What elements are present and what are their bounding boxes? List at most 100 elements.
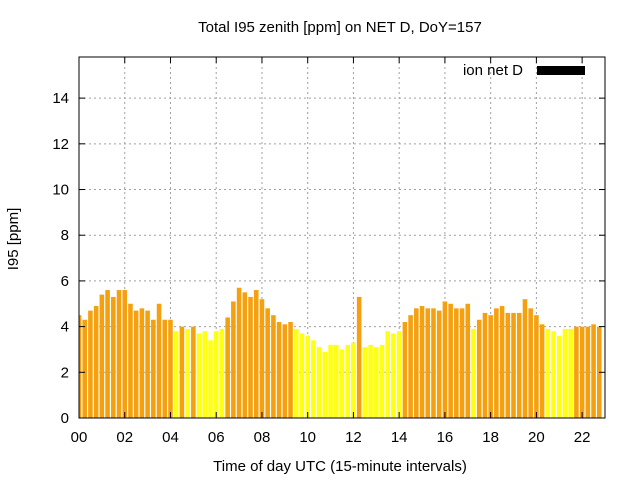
bar	[402, 322, 408, 418]
bar	[259, 299, 265, 418]
bar	[213, 331, 219, 418]
bar	[396, 331, 402, 418]
bar	[231, 301, 236, 418]
bar	[574, 326, 579, 418]
bar	[139, 308, 145, 418]
bar	[568, 328, 573, 418]
x-tick-label: 22	[574, 429, 591, 446]
bar	[196, 333, 202, 418]
bar	[339, 349, 345, 418]
bar	[562, 328, 568, 418]
bar	[293, 328, 299, 418]
x-tick-label: 00	[71, 429, 88, 446]
bar	[322, 351, 328, 418]
bar	[133, 310, 139, 418]
bar	[173, 331, 179, 418]
y-tick-label: 10	[52, 182, 69, 199]
bar	[459, 308, 465, 418]
y-tick-label: 4	[61, 319, 69, 336]
bar	[591, 324, 596, 418]
legend-label: ion net D	[463, 62, 523, 79]
bar	[299, 333, 305, 418]
bar	[82, 319, 88, 418]
bar	[191, 326, 196, 418]
x-tick-label: 04	[162, 429, 179, 446]
bar	[151, 319, 156, 418]
bar	[482, 312, 488, 418]
x-tick-label: 06	[208, 429, 225, 446]
legend-swatch	[537, 66, 585, 75]
bar	[511, 312, 516, 418]
bar	[79, 315, 82, 418]
x-tick-label: 18	[482, 429, 499, 446]
bar	[368, 344, 373, 418]
bar	[93, 306, 99, 418]
bar	[408, 315, 413, 418]
bar	[116, 290, 122, 418]
bar	[248, 296, 253, 418]
bar	[454, 308, 459, 418]
bar	[111, 296, 116, 418]
x-tick-label: 16	[437, 429, 454, 446]
y-tick-label: 6	[61, 273, 69, 290]
bar	[505, 312, 511, 418]
bar	[419, 306, 425, 418]
bar	[88, 310, 93, 418]
bar	[345, 344, 351, 418]
bar	[271, 315, 276, 418]
bar	[265, 308, 270, 418]
bar	[431, 308, 436, 418]
bar	[311, 340, 316, 418]
bar	[516, 312, 522, 418]
y-axis-label: I95 [ppm]	[5, 208, 22, 271]
bar	[585, 326, 591, 418]
y-tick-label: 0	[61, 410, 69, 427]
bar	[534, 315, 539, 418]
bar	[385, 331, 391, 418]
x-tick-label: 10	[299, 429, 316, 446]
y-tick-label: 14	[52, 90, 69, 107]
bar	[316, 347, 322, 418]
bar	[436, 310, 442, 418]
bar	[551, 331, 556, 418]
bar	[391, 333, 396, 418]
bar	[105, 290, 110, 418]
x-tick-label: 14	[391, 429, 408, 446]
bar	[471, 328, 476, 418]
bar	[488, 315, 493, 418]
bar	[362, 347, 368, 418]
bar	[276, 322, 282, 418]
bar	[499, 306, 505, 418]
bar	[242, 292, 248, 418]
bar	[99, 294, 105, 418]
bar	[379, 344, 385, 418]
y-tick-label: 12	[52, 136, 69, 153]
bar	[425, 308, 431, 418]
bar	[288, 322, 293, 418]
x-tick-label: 08	[254, 429, 271, 446]
bar	[328, 344, 333, 418]
bar	[305, 335, 310, 418]
legend: ion net D	[463, 62, 585, 79]
bar	[356, 296, 362, 418]
bar	[253, 290, 259, 418]
bar	[122, 290, 128, 418]
chart-title: Total I95 zenith [ppm] on NET D, DoY=157	[198, 19, 482, 36]
bar	[539, 324, 545, 418]
bar	[522, 299, 528, 418]
axes-layer	[78, 56, 606, 419]
bar	[333, 344, 339, 418]
bar	[236, 287, 242, 418]
x-tick-label: 12	[345, 429, 362, 446]
bar	[476, 319, 482, 418]
bar	[162, 319, 168, 418]
bar	[225, 317, 230, 418]
bar	[579, 326, 585, 418]
bar	[556, 335, 562, 418]
plot-frame	[78, 56, 606, 419]
x-axis-label: Time of day UTC (15-minute intervals)	[213, 458, 467, 475]
bar	[282, 324, 288, 418]
x-tick-label: 02	[116, 429, 133, 446]
